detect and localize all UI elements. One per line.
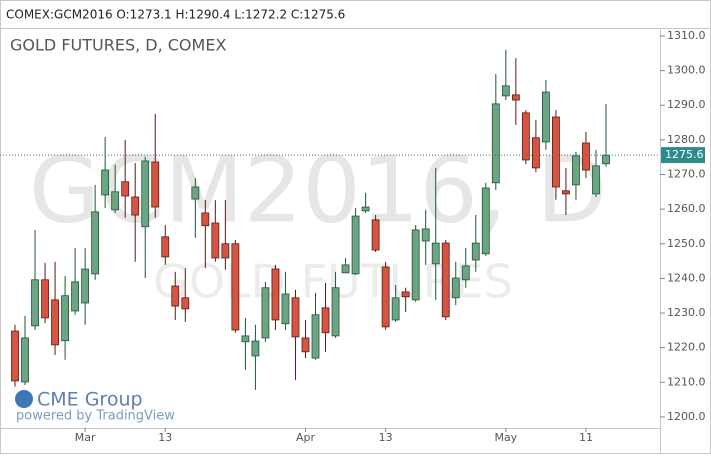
candle-body — [582, 142, 590, 171]
candle-body — [441, 242, 450, 318]
candle-body — [381, 266, 390, 328]
candle-body — [71, 281, 80, 312]
candle-body — [151, 161, 160, 208]
candle-body — [161, 236, 170, 258]
candle-body — [221, 243, 230, 259]
candle-body — [431, 242, 440, 265]
x-tick-label: Apr — [296, 431, 316, 444]
candle-body — [371, 219, 380, 251]
candle-body — [411, 229, 420, 301]
y-tick-label: 1280.0 — [667, 133, 706, 146]
candle-body — [331, 287, 340, 337]
candle-body — [572, 155, 580, 186]
candle-body — [251, 340, 260, 357]
x-tick-label: 13 — [158, 431, 172, 444]
candle-body — [401, 291, 410, 298]
candle-body — [211, 222, 220, 259]
candle-body — [391, 297, 400, 321]
logo-caption: powered by TradingView — [16, 409, 175, 424]
candle-body — [301, 337, 310, 353]
x-tick-label: Mar — [75, 431, 96, 444]
candle-body — [241, 335, 250, 343]
y-tick-label: 1310.0 — [667, 29, 706, 42]
candle-body — [542, 91, 550, 143]
y-tick-label: 1290.0 — [667, 98, 706, 111]
candle-body — [91, 211, 100, 275]
candle-body — [562, 190, 570, 195]
candle-body — [131, 196, 140, 216]
candle-body — [481, 187, 490, 255]
candle-body — [181, 297, 190, 310]
candle-body — [111, 191, 120, 211]
candle-body — [121, 181, 130, 197]
candle-body — [81, 268, 90, 304]
y-tick-label: 1200.0 — [667, 410, 706, 423]
x-tick-label: 13 — [379, 431, 393, 444]
candle-body — [501, 85, 510, 97]
candle-body — [291, 297, 300, 338]
candle-body — [531, 137, 540, 169]
y-tick-label: 1220.0 — [667, 341, 706, 354]
candle-body — [351, 215, 360, 275]
candle-body — [361, 206, 370, 212]
candle-body — [521, 112, 530, 161]
header: COMEX:GCM2016 O:1273.1 H:1290.4 L:1272.2… — [6, 8, 345, 22]
x-tick-label: May — [494, 431, 517, 444]
candle-body — [61, 295, 69, 342]
candle-body — [552, 116, 560, 188]
y-tick-label: 1210.0 — [667, 375, 706, 388]
chart-title: GOLD FUTURES, D, COMEX — [10, 36, 226, 55]
last-price-box — [661, 147, 705, 164]
candle-body — [311, 314, 320, 359]
candle-body — [281, 293, 290, 325]
candle-body — [21, 337, 29, 383]
x-tick-label: 11 — [579, 431, 593, 444]
y-tick-label: 1300.0 — [667, 64, 706, 77]
y-tick-label: 1230.0 — [667, 306, 706, 319]
candle-body — [592, 165, 600, 195]
candle-body — [602, 154, 610, 165]
candle-body — [31, 279, 39, 327]
candle-body — [201, 212, 210, 227]
candle-body — [51, 299, 59, 346]
candle-body — [511, 94, 520, 101]
y-tick-label: 1250.0 — [667, 237, 706, 250]
candle-body — [451, 277, 460, 299]
y-tick-label: 1260.0 — [667, 202, 706, 215]
logo-icon — [15, 390, 33, 408]
candle-body — [101, 169, 110, 196]
candle-body — [261, 287, 270, 339]
last-price-label: 1275.6 — [665, 148, 704, 161]
candle-body — [271, 268, 280, 321]
candle-body — [491, 103, 500, 184]
candle-body — [231, 243, 240, 331]
candle-body — [321, 307, 330, 334]
candle-body — [471, 242, 480, 261]
y-tick-label: 1270.0 — [667, 167, 706, 180]
candle-body — [191, 186, 200, 200]
candle-body — [141, 160, 150, 228]
logo: CME Group — [37, 389, 143, 411]
candle-body — [171, 285, 180, 307]
candle-body — [41, 279, 49, 319]
y-tick-label: 1240.0 — [667, 271, 706, 284]
candle-body — [461, 265, 470, 281]
candle-body — [341, 264, 350, 274]
candle-body — [421, 228, 430, 242]
candle-body — [11, 330, 19, 382]
